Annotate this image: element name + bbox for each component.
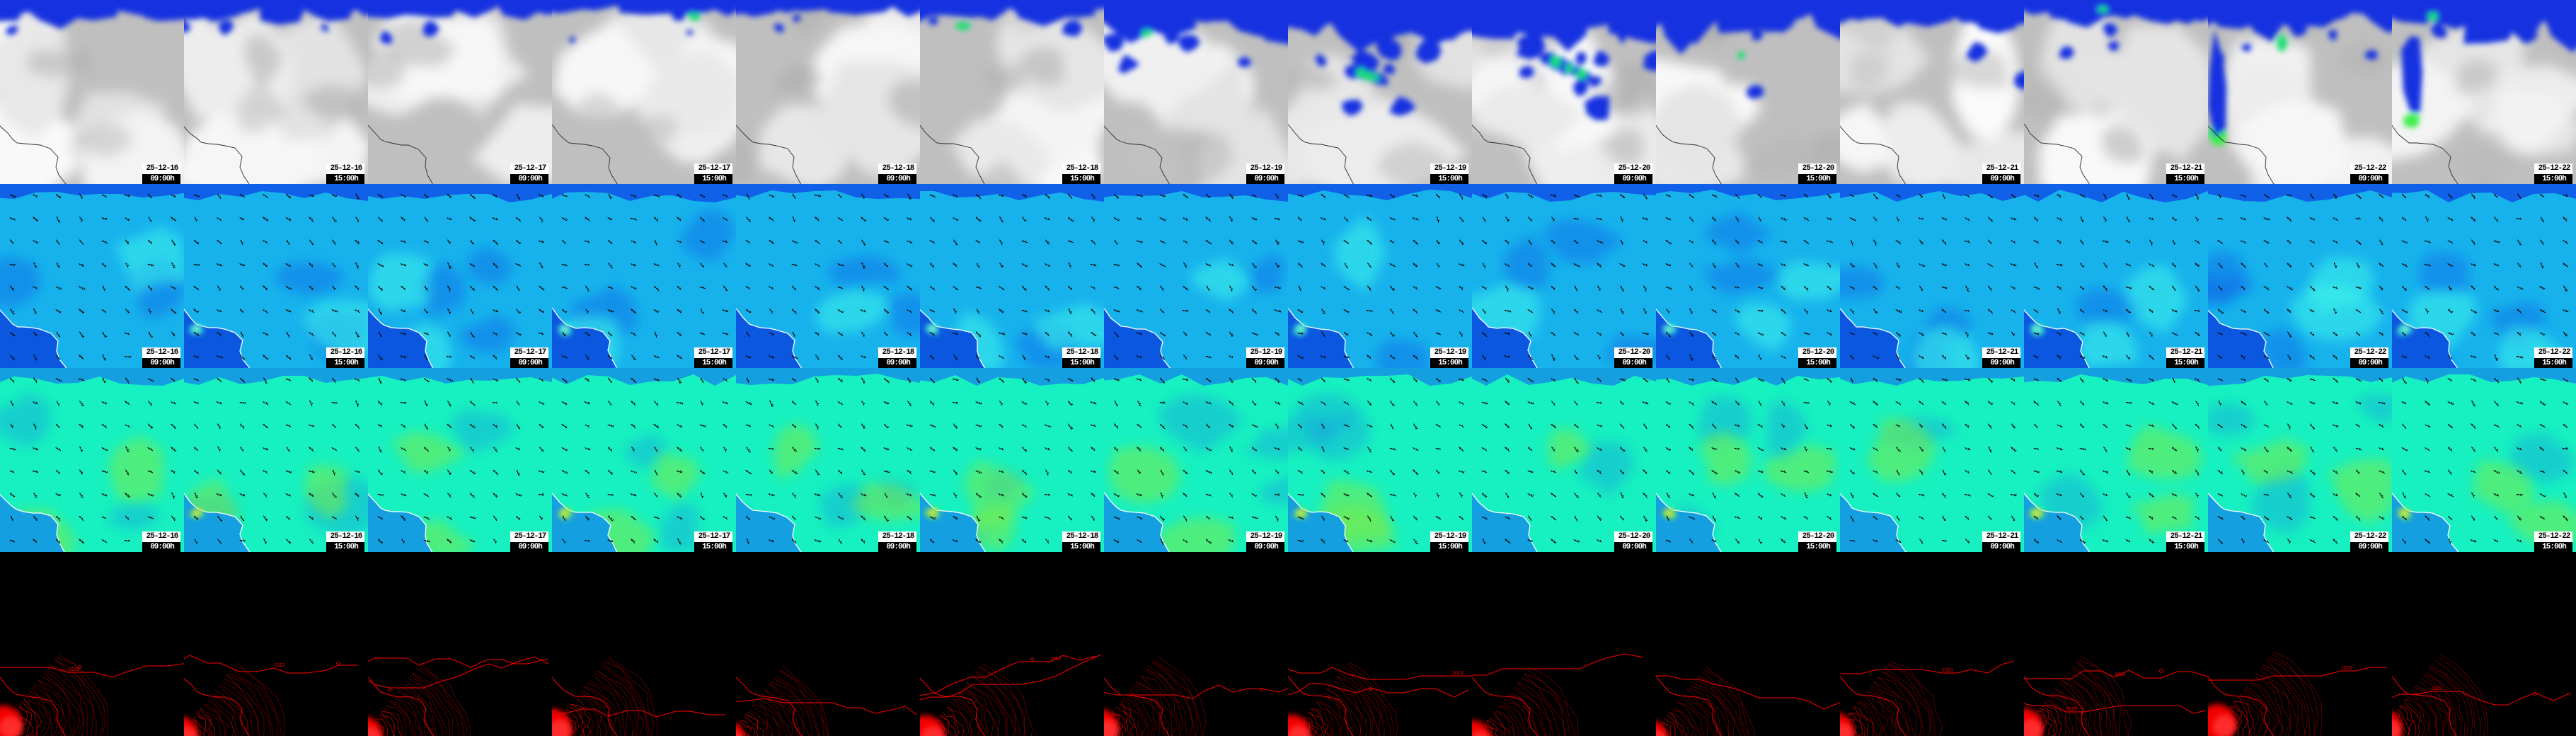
svg-text:1010: 1010 <box>1050 657 1062 662</box>
svg-text:1010: 1010 <box>1452 671 1464 676</box>
svg-text:1010: 1010 <box>1942 668 1953 673</box>
svg-text:1010: 1010 <box>2115 672 2126 677</box>
svg-text:1010: 1010 <box>2431 686 2442 691</box>
svg-text:1012: 1012 <box>274 663 285 668</box>
svg-text:1010: 1010 <box>2341 666 2352 671</box>
